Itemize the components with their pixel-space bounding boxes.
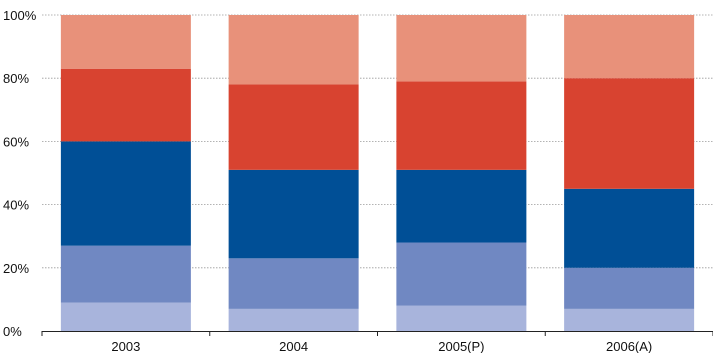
bar-stacks [60,15,695,331]
y-tick-label: 60% [3,134,29,149]
bar-segment-2005(P)-2 [396,242,527,306]
y-tick-label: 100% [3,8,37,23]
x-tick-label: 2005(P) [438,339,484,353]
bar-segment-2003-4 [60,68,191,142]
y-axis-tick-labels: 0% 20% 40% 60% 80% 100% [3,8,37,339]
bar-segment-2004-5 [228,15,359,85]
bar-segment-2005(P)-3 [396,169,527,243]
bar-segment-2006(A)-5 [564,15,695,79]
bar-segment-2006(A)-3 [564,188,695,268]
axes [41,331,713,336]
x-axis-tick-labels: 2003 2004 2005(P) 2006(A) [111,339,652,353]
bar-segment-2004-1 [228,308,359,331]
bar-segment-2003-3 [60,141,191,246]
y-tick-label: 0% [3,324,22,339]
x-tick-label: 2004 [279,339,308,353]
bar-segment-2005(P)-4 [396,81,527,170]
bar-segment-2003-1 [60,302,191,331]
bar-stack-2006(A) [564,15,695,331]
x-tick-label: 2006(A) [606,339,652,353]
x-tick-label: 2003 [111,339,140,353]
bar-segment-2006(A)-1 [564,308,695,331]
y-tick-label: 80% [3,71,29,86]
bar-segment-2005(P)-1 [396,305,527,331]
bar-segment-2004-4 [228,84,359,170]
y-tick-label: 40% [3,198,29,213]
y-tick-label: 20% [3,261,29,276]
bar-segment-2003-5 [60,15,191,69]
bar-segment-2003-2 [60,245,191,303]
bar-stack-2003 [60,15,191,331]
bar-stack-2005(P) [396,15,527,331]
bar-segment-2006(A)-2 [564,267,695,309]
bar-segment-2004-3 [228,169,359,259]
bar-segment-2006(A)-4 [564,78,695,189]
bar-segment-2004-2 [228,258,359,309]
bar-segment-2005(P)-5 [396,15,527,82]
bar-stack-2004 [228,15,359,331]
